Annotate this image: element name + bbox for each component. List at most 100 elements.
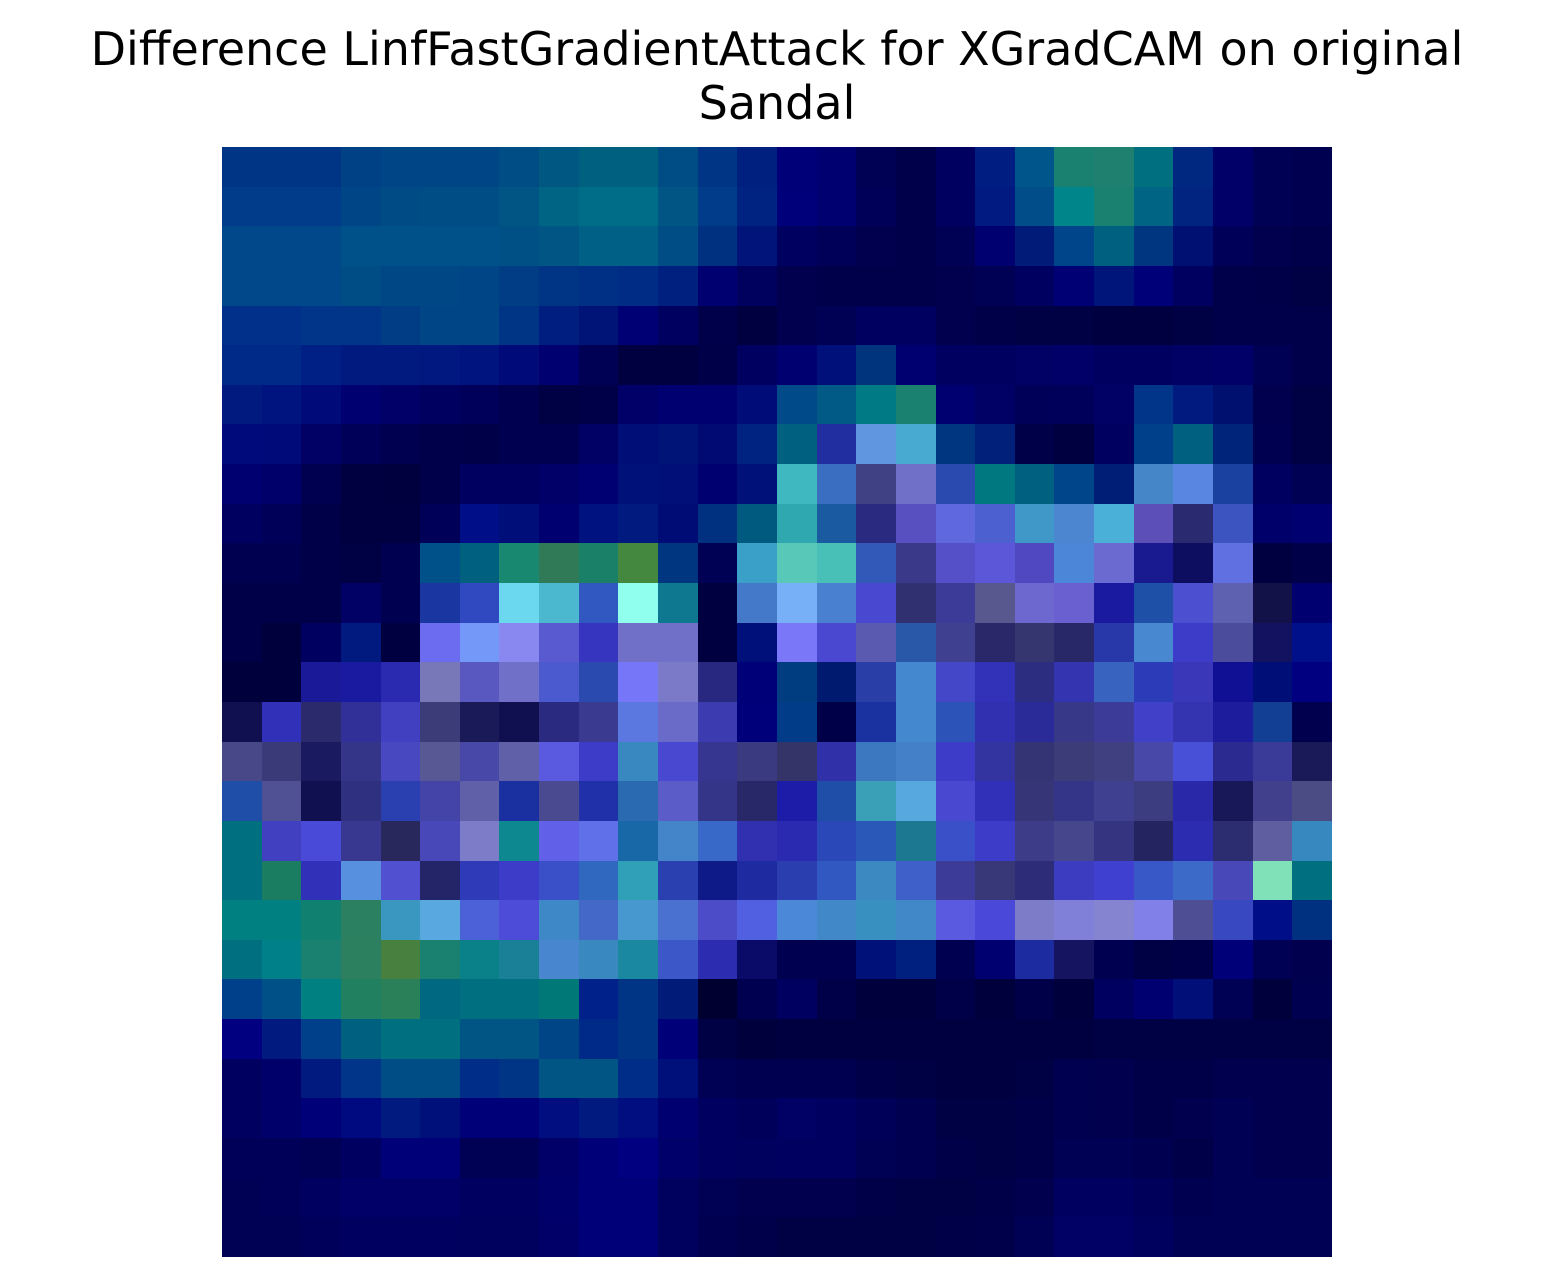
heatmap-cell [697,384,738,425]
heatmap-cell [1094,1058,1134,1099]
heatmap-cell [697,424,738,465]
heatmap-cell [420,345,460,385]
heatmap-cell [301,979,341,1020]
heatmap-cell [1173,1217,1214,1257]
heatmap-cell [1054,939,1095,980]
heatmap-cell [222,265,262,306]
heatmap-cell [301,1217,341,1257]
heatmap-cell [499,265,540,306]
heatmap-cell [776,1177,817,1218]
heatmap-cell [776,1019,817,1059]
heatmap-cell [1014,741,1055,782]
heatmap-cell [261,503,302,544]
heatmap-cell [1054,741,1095,782]
heatmap-cell [935,741,976,782]
heatmap-cell [222,860,262,901]
heatmap-cell [816,820,857,861]
heatmap-cell [895,503,936,544]
heatmap-cell [459,1138,500,1178]
heatmap-cell [895,186,936,227]
heatmap-cell [340,186,381,227]
heatmap-cell [301,1138,341,1178]
heatmap-cell [539,820,579,861]
heatmap-cell [1213,622,1253,663]
heatmap-cell [856,1019,896,1059]
heatmap-cell [1054,503,1095,544]
heatmap-cell [1213,305,1253,346]
heatmap-cell [261,384,302,425]
heatmap-cell [658,1058,698,1099]
heatmap-cell [380,147,421,187]
heatmap-cell [539,781,579,821]
heatmap-cell [1133,226,1174,266]
heatmap-cell [1094,622,1134,663]
heatmap-cell [539,979,579,1020]
heatmap-cell [539,900,579,940]
heatmap-cell [340,1098,381,1139]
heatmap-cell [697,701,738,742]
heatmap-cell [499,424,540,465]
heatmap-cell [1292,1177,1332,1218]
heatmap-cell [1213,741,1253,782]
heatmap-cell [1292,662,1332,702]
heatmap-cell [340,1177,381,1218]
heatmap-cell [697,226,738,266]
heatmap-cell [895,1019,936,1059]
heatmap-cell [618,701,659,742]
heatmap-cell [222,345,262,385]
heatmap-cell [1292,345,1332,385]
heatmap-cell [1213,1217,1253,1257]
heatmap-cell [420,701,460,742]
heatmap-cell [539,939,579,980]
heatmap-cell [1094,265,1134,306]
heatmap-cell [301,305,341,346]
heatmap-cell [776,860,817,901]
heatmap-cell [776,781,817,821]
heatmap-cell [816,741,857,782]
heatmap-cell [895,583,936,623]
heatmap-cell [975,939,1015,980]
heatmap-cell [1094,900,1134,940]
heatmap-cell [1133,781,1174,821]
heatmap-cell [816,226,857,266]
heatmap-cell [935,265,976,306]
heatmap-cell [1292,503,1332,544]
heatmap-cell [658,662,698,702]
heatmap-cell [499,781,540,821]
heatmap-cell [856,820,896,861]
heatmap-cell [935,543,976,584]
heatmap-cell [1133,1058,1174,1099]
heatmap-cell [420,226,460,266]
heatmap-cell [1054,1058,1095,1099]
heatmap-cell [816,305,857,346]
heatmap-cell [856,305,896,346]
heatmap-cell [420,464,460,504]
heatmap-cell [1252,1217,1293,1257]
heatmap-cell [459,820,500,861]
heatmap-cell [1054,265,1095,306]
heatmap-cell [737,939,777,980]
heatmap-cell [222,1177,262,1218]
heatmap-cell [222,464,262,504]
heatmap-cell [1292,820,1332,861]
heatmap-cell [776,662,817,702]
heatmap-cell [1094,860,1134,901]
heatmap-cell [1014,1138,1055,1178]
heatmap-cell [618,1098,659,1139]
heatmap-cell [222,424,262,465]
heatmap-cell [1014,147,1055,187]
heatmap-cell [261,979,302,1020]
heatmap-cell [499,1058,540,1099]
heatmap-cell [420,939,460,980]
heatmap-cell [380,1019,421,1059]
heatmap-cell [1213,265,1253,306]
heatmap-cell [301,1058,341,1099]
heatmap-cell [222,1019,262,1059]
heatmap-cell [1252,503,1293,544]
heatmap-cell [1014,701,1055,742]
heatmap-cell [975,543,1015,584]
heatmap-cell [499,464,540,504]
heatmap-cell [618,939,659,980]
heatmap-cell [539,147,579,187]
heatmap-cell [1054,820,1095,861]
